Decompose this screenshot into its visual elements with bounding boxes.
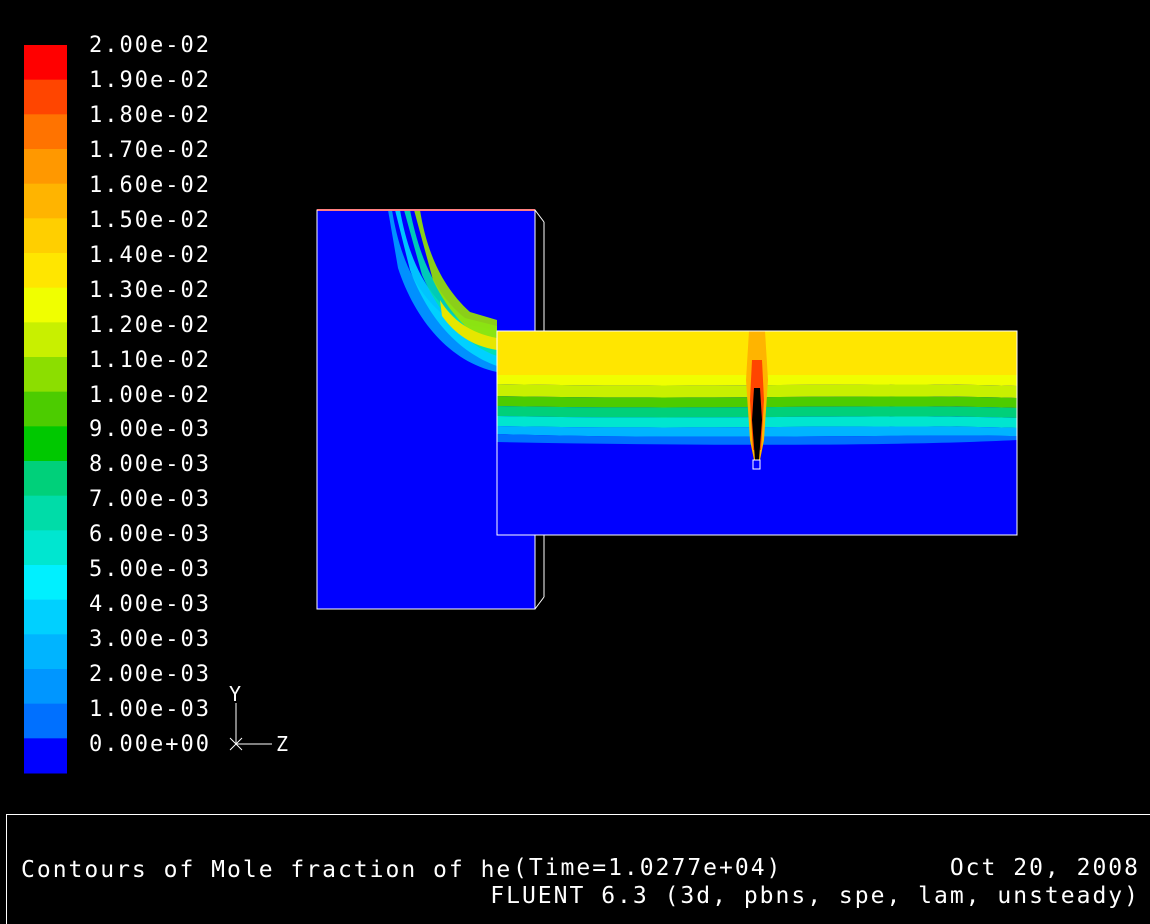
legend-level-label: 7.00e-03 <box>89 487 211 513</box>
legend-level-label: 1.70e-02 <box>89 137 211 163</box>
legend-swatch <box>24 149 67 185</box>
legend-swatch <box>24 287 67 323</box>
legend-level-label: 5.00e-03 <box>89 557 211 583</box>
legend-swatch <box>24 599 67 635</box>
legend-swatch <box>24 669 67 705</box>
legend-level-label: 1.00e-03 <box>89 697 211 723</box>
colormap-legend-bar <box>24 45 67 774</box>
legend-level-label: 3.00e-03 <box>89 627 211 653</box>
legend-swatch <box>24 253 67 289</box>
horizontal-duct <box>496 330 1018 536</box>
legend-swatch <box>24 322 67 358</box>
caption-date: Oct 20, 2008 <box>949 855 1140 881</box>
legend-swatch <box>24 495 67 531</box>
caption-title: Contours of Mole fraction of he <box>21 857 513 883</box>
legend-level-label: 2.00e-03 <box>89 662 211 688</box>
legend-swatch <box>24 79 67 115</box>
legend-swatch <box>24 357 67 393</box>
legend-swatch <box>24 530 67 566</box>
legend-level-label: 1.20e-02 <box>89 312 211 338</box>
legend-level-label: 4.00e-03 <box>89 592 211 618</box>
legend-level-label: 1.00e-02 <box>89 382 211 408</box>
legend-level-label: 0.00e+00 <box>89 732 211 757</box>
legend-swatch <box>24 461 67 497</box>
legend-swatch <box>24 183 67 219</box>
y-axis-label: Y <box>229 682 242 706</box>
legend-level-label: 1.30e-02 <box>89 277 211 303</box>
legend-level-label: 1.10e-02 <box>89 347 211 373</box>
legend-level-label: 8.00e-03 <box>89 452 211 478</box>
axis-triad <box>229 703 272 751</box>
legend-swatch <box>24 391 67 427</box>
probe-body <box>752 388 762 460</box>
legend-swatch <box>24 218 67 254</box>
z-axis-label: Z <box>276 732 289 756</box>
caption-time: (Time=1.0277e+04) <box>513 855 783 881</box>
legend-swatch <box>24 738 67 774</box>
legend-level-label: 1.60e-02 <box>89 172 211 198</box>
legend-swatch <box>24 634 67 670</box>
plume-yellow-core <box>440 300 497 350</box>
caption-solver: FLUENT 6.3 (3d, pbns, spe, lam, unsteady… <box>490 883 1140 909</box>
caption-panel: Contours of Mole fraction of he (Time=1.… <box>6 814 1150 924</box>
legend-level-label: 1.80e-02 <box>89 102 211 128</box>
probe-tip <box>752 459 761 470</box>
legend-level-label: 1.40e-02 <box>89 242 211 268</box>
legend-swatch <box>24 703 67 739</box>
horizontal-duct-outline <box>496 330 1018 536</box>
legend-level-label: 6.00e-03 <box>89 522 211 548</box>
legend-swatch <box>24 426 67 462</box>
legend-level-label: 1.50e-02 <box>89 207 211 233</box>
legend-swatch <box>24 45 67 81</box>
plume-lime-band <box>414 210 497 346</box>
legend-level-label: 9.00e-03 <box>89 417 211 443</box>
legend-swatch <box>24 114 67 150</box>
legend-swatch <box>24 565 67 601</box>
legend-level-label: 2.00e-02 <box>89 33 211 58</box>
legend-level-label: 1.90e-02 <box>89 67 211 93</box>
